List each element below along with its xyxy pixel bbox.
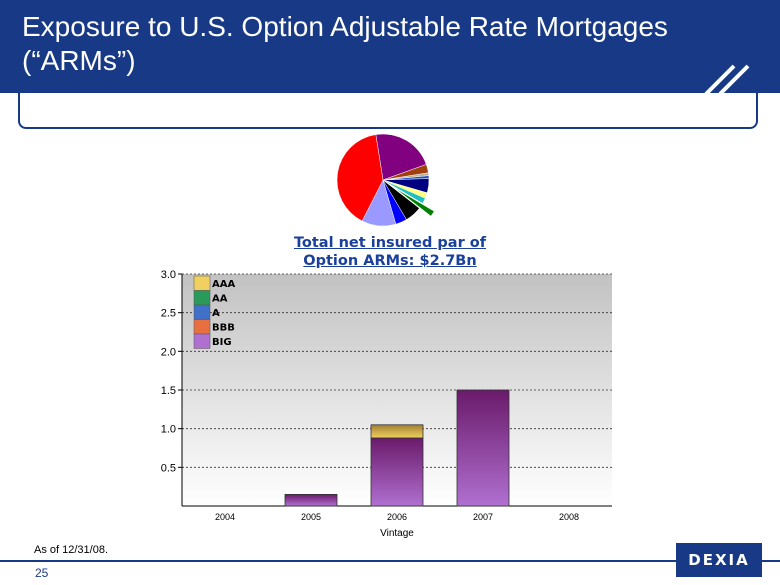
legend-label-aaa: AAA <box>212 279 235 290</box>
y-tick-label: 2.5 <box>161 308 176 320</box>
page-number: 25 <box>35 566 49 580</box>
bar-big-2006 <box>370 437 424 507</box>
bar-big-2005 <box>284 493 338 507</box>
legend-swatch-aaa <box>193 275 211 291</box>
subtitle-box <box>18 93 758 129</box>
x-tick-label: 2004 <box>215 512 235 522</box>
pie-slice <box>375 133 427 181</box>
y-tick-label: 1.0 <box>161 424 176 436</box>
x-tick-label: 2007 <box>473 512 493 522</box>
y-tick-label: 2.0 <box>161 346 176 358</box>
legend-swatch-big <box>193 333 211 349</box>
pie-slice <box>336 134 384 222</box>
decorative-slash-icon <box>704 64 750 96</box>
pie-caption-line2: Option ARMs: $2.7Bn <box>303 253 477 269</box>
y-tick-label: 0.5 <box>161 462 176 474</box>
pie-caption: Total net insured par of Option ARMs: $2… <box>262 234 518 270</box>
bar-big-2007 <box>456 389 510 507</box>
bar-chart: 3.0 2.5 2.0 1.5 1.0 0.5 2004 2005 2006 2007 2008 Vi… <box>161 269 612 539</box>
bar-aaa-2006 <box>370 424 424 439</box>
footer-divider <box>0 560 780 562</box>
x-tick-label: 2006 <box>387 512 407 522</box>
y-tick-label: 1.5 <box>161 385 176 397</box>
as-of-note: As of 12/31/08. <box>34 544 108 556</box>
legend-label-aa: AA <box>212 294 228 305</box>
header-bar: Exposure to U.S. Option Adjustable Rate … <box>0 0 780 93</box>
y-tick-label: 3.0 <box>161 269 176 281</box>
legend-label-bbb: BBB <box>212 323 235 334</box>
legend-swatch-bbb <box>193 319 211 335</box>
legend-label-a: A <box>212 308 220 319</box>
legend-swatch-a <box>193 304 211 320</box>
pie-caption-line1: Total net insured par of <box>293 235 487 251</box>
x-tick-label: 2005 <box>301 512 321 522</box>
pie-chart <box>336 133 435 227</box>
page-title: Exposure to U.S. Option Adjustable Rate … <box>22 11 668 76</box>
dexia-logo: DEXIA <box>676 543 762 577</box>
pie-slice <box>394 187 435 217</box>
x-axis-title: Vintage <box>380 528 414 539</box>
x-tick-label: 2008 <box>559 512 579 522</box>
legend-swatch-aa <box>193 290 211 306</box>
legend-label-big: BIG <box>212 337 232 348</box>
pie-slice <box>382 179 426 204</box>
